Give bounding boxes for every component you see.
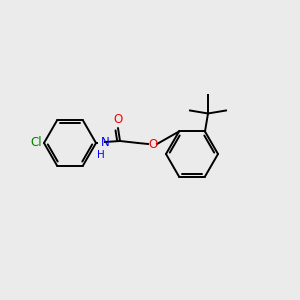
Text: O: O <box>113 113 123 126</box>
Text: N: N <box>101 136 110 148</box>
Text: H: H <box>97 150 105 160</box>
Text: Cl: Cl <box>30 136 42 149</box>
Text: O: O <box>148 137 158 151</box>
